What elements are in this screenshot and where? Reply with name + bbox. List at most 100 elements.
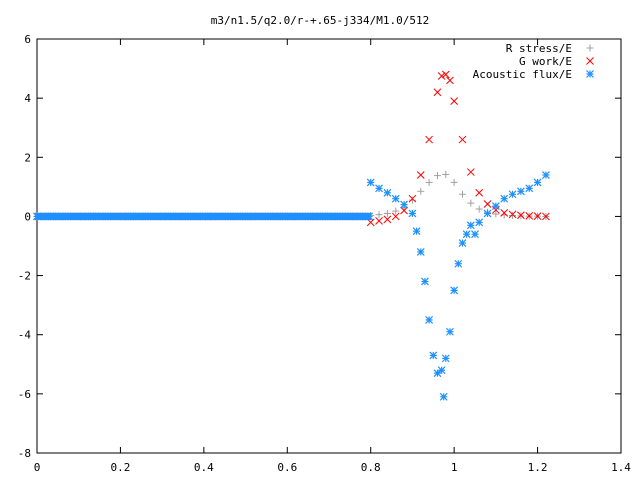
- y-tick-label: 6: [24, 33, 31, 46]
- plot-frame: [36, 38, 622, 454]
- data-point: [375, 217, 383, 225]
- x-tick-label: 0.8: [361, 461, 381, 474]
- data-point: [466, 168, 475, 176]
- y-tick-label: -6: [18, 388, 31, 401]
- data-point: [533, 212, 542, 220]
- data-point: [416, 247, 425, 256]
- data-point: [500, 209, 509, 217]
- data-point: [442, 170, 450, 178]
- x-tick-label: 1.2: [528, 461, 548, 474]
- data-point: [525, 211, 534, 220]
- data-point: [366, 218, 375, 227]
- y-tick-label: -8: [18, 447, 31, 460]
- data-point: [446, 327, 454, 336]
- data-point: [508, 190, 517, 199]
- data-point: [383, 209, 391, 217]
- x-tick-label: 1: [451, 461, 458, 474]
- legend-marker: [586, 70, 594, 78]
- data-point: [450, 286, 459, 295]
- data-point: [475, 205, 483, 213]
- data-point: [437, 72, 446, 80]
- data-point: [471, 230, 479, 239]
- legend-marker: [586, 44, 594, 52]
- data-point: [425, 316, 434, 324]
- data-point: [421, 277, 429, 286]
- data-point: [375, 211, 383, 219]
- data-points: [33, 70, 550, 401]
- data-point: [400, 200, 409, 209]
- data-point: [391, 194, 400, 203]
- data-point: [417, 187, 425, 195]
- data-point: [517, 211, 525, 220]
- data-point: [508, 210, 517, 219]
- data-point: [541, 171, 550, 179]
- x-tick-label: 1.4: [611, 461, 631, 474]
- data-point: [366, 178, 375, 187]
- data-point: [383, 215, 392, 224]
- legend-marker: [586, 57, 594, 65]
- data-point: [433, 88, 442, 97]
- data-point: [437, 366, 446, 375]
- y-tick-label: 0: [24, 210, 31, 223]
- data-point: [391, 212, 400, 221]
- data-point: [458, 135, 467, 144]
- data-point: [375, 184, 383, 193]
- data-point: [458, 190, 466, 198]
- x-tick-label: 0.4: [194, 461, 214, 474]
- data-point: [492, 210, 500, 218]
- x-tick-label: 0.2: [110, 461, 130, 474]
- y-tick-label: 2: [24, 151, 31, 164]
- data-point: [425, 135, 433, 144]
- data-point: [441, 70, 450, 79]
- data-point: [441, 354, 450, 363]
- data-point: [483, 209, 492, 218]
- data-point: [446, 76, 454, 85]
- baseline-point: [365, 212, 373, 221]
- x-tick-label: 0.6: [277, 461, 297, 474]
- data-point: [483, 200, 492, 208]
- series-2: [33, 171, 550, 401]
- legend-label: R stress/E: [506, 42, 572, 55]
- y-tick-label: -4: [18, 329, 32, 342]
- chart-title: m3/n1.5/q2.0/r-+.65-j334/M1.0/512: [211, 14, 430, 27]
- data-point: [408, 209, 417, 218]
- data-point: [516, 187, 525, 196]
- legend-label: G work/E: [519, 55, 572, 68]
- data-point: [467, 199, 475, 207]
- data-point: [408, 194, 417, 203]
- y-tick-label: -2: [18, 270, 31, 283]
- data-point: [491, 202, 500, 211]
- data-point: [475, 218, 484, 227]
- data-point: [450, 97, 458, 105]
- data-point: [525, 184, 534, 193]
- data-point: [400, 206, 408, 215]
- data-point: [542, 212, 550, 221]
- data-point: [509, 212, 517, 220]
- data-point: [466, 221, 475, 230]
- data-point: [500, 194, 509, 203]
- axis-ticks: 0 0.2 0.4 0.6 0.8 1 1.2 1.4 -8 -6 -4 -2 0 2 4 6: [18, 33, 632, 474]
- data-point: [429, 351, 438, 360]
- data-point: [416, 171, 425, 179]
- data-point: [533, 178, 542, 187]
- data-point: [475, 188, 484, 197]
- data-point: [433, 369, 442, 378]
- data-point: [454, 259, 463, 268]
- data-point: [408, 196, 416, 204]
- data-point: [462, 230, 471, 239]
- legend-label: Acoustic flux/E: [473, 68, 572, 81]
- data-point: [450, 178, 458, 186]
- data-point: [439, 392, 448, 401]
- data-point: [392, 207, 400, 215]
- series-0: [33, 170, 550, 220]
- data-point: [383, 188, 392, 197]
- data-point: [425, 178, 433, 186]
- y-tick-label: 4: [24, 92, 31, 105]
- series-1: [33, 70, 550, 227]
- data-point: [433, 172, 441, 180]
- data-point: [412, 227, 421, 236]
- x-tick-label: 0: [34, 461, 41, 474]
- data-point: [458, 239, 467, 247]
